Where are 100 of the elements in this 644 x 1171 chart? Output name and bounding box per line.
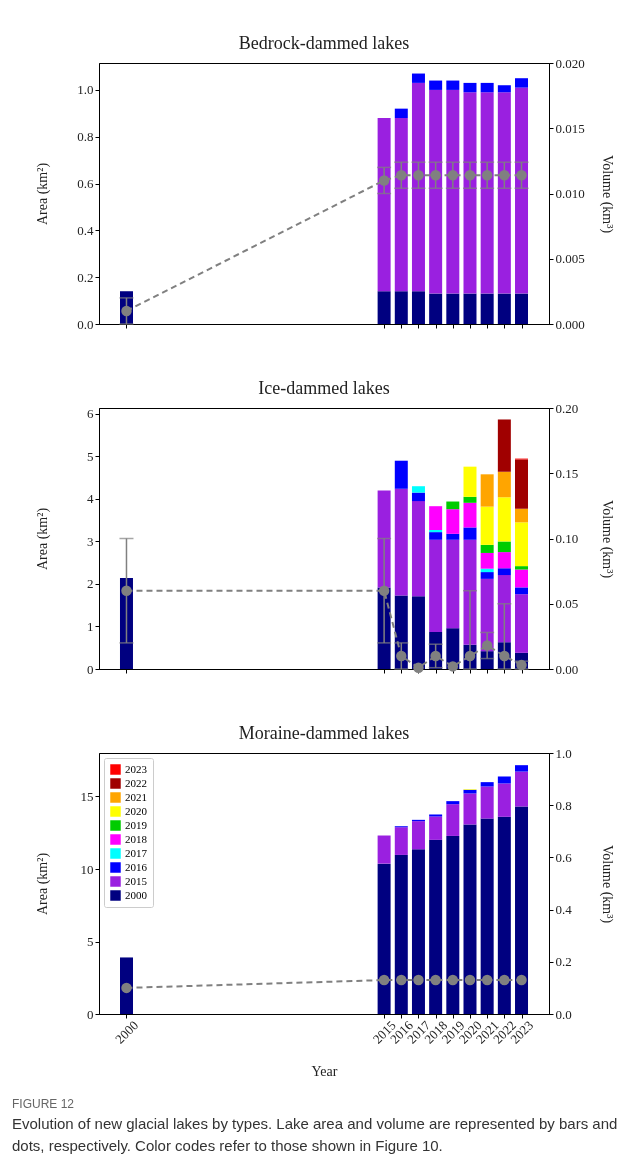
legend-label: 2023 xyxy=(125,762,148,775)
bar xyxy=(411,849,425,1014)
bar xyxy=(480,82,494,93)
y-axis-title: Area (km²) xyxy=(34,162,51,226)
y2-tick-label: 0.00 xyxy=(555,661,579,677)
bar xyxy=(394,108,408,119)
bar xyxy=(429,80,443,90)
bar xyxy=(394,118,408,292)
chart-title: Bedrock-dammed lakes xyxy=(238,33,410,53)
bar xyxy=(497,419,511,472)
y-tick-label: 0 xyxy=(87,1006,94,1022)
bar xyxy=(480,506,494,545)
bar xyxy=(497,568,511,576)
bar xyxy=(480,786,494,819)
bar xyxy=(480,293,494,324)
y-tick-label: 15 xyxy=(80,789,94,804)
bar xyxy=(429,814,443,817)
bar xyxy=(497,783,511,817)
y-tick-label: 3 xyxy=(87,533,94,549)
bar xyxy=(377,863,391,1014)
bar xyxy=(429,839,443,1014)
y2-tick-label: 0.015 xyxy=(555,120,585,136)
y-tick-label: 2 xyxy=(87,576,94,592)
bar xyxy=(480,544,494,553)
bar xyxy=(377,835,391,864)
bar xyxy=(497,471,511,498)
y-tick-label: 6 xyxy=(87,406,94,422)
bar xyxy=(463,502,477,528)
bar xyxy=(429,530,443,533)
y-axis-title: Area (km²) xyxy=(34,852,51,916)
legend-label: 2022 xyxy=(125,776,147,789)
bar xyxy=(394,827,408,855)
chart-title: Ice-dammed lakes xyxy=(258,378,390,398)
bar xyxy=(446,293,460,324)
bar xyxy=(463,82,477,93)
bar xyxy=(411,492,425,502)
y2-axis-title: Volume (km³) xyxy=(598,844,615,924)
legend-label: 2017 xyxy=(125,846,148,859)
y2-tick-label: 0.010 xyxy=(555,186,585,201)
bar xyxy=(463,824,477,1014)
y2-tick-label: 0.6 xyxy=(555,849,573,865)
point xyxy=(447,661,459,672)
y-tick-label: 0.8 xyxy=(77,129,94,145)
bar xyxy=(497,776,511,784)
bar xyxy=(515,459,529,509)
legend-label: 2020 xyxy=(125,804,148,817)
bar xyxy=(429,506,443,530)
bar xyxy=(446,533,460,540)
bar xyxy=(480,572,494,579)
point xyxy=(413,662,424,673)
bar xyxy=(446,804,460,836)
bar xyxy=(515,569,529,588)
y2-tick-label: 0.20 xyxy=(555,400,579,416)
bar xyxy=(394,854,408,1014)
bar xyxy=(429,539,443,633)
bar xyxy=(497,575,511,643)
legend-label: 2018 xyxy=(125,832,148,845)
legend-label: 2021 xyxy=(125,790,147,803)
bar xyxy=(446,89,460,294)
bar xyxy=(429,816,443,840)
bar xyxy=(480,474,494,507)
bar xyxy=(515,765,529,772)
y-tick-label: 0.6 xyxy=(77,176,94,192)
y2-tick-label: 0.005 xyxy=(555,251,585,267)
y-axis-title: Area (km²) xyxy=(34,507,51,571)
bar xyxy=(394,291,408,324)
y2-axis-title: Volume (km³) xyxy=(598,499,615,579)
bar xyxy=(480,92,494,294)
bar xyxy=(463,496,477,503)
bar xyxy=(429,89,443,294)
bar xyxy=(411,291,425,324)
y2-tick-label: 0.05 xyxy=(555,596,579,612)
bar xyxy=(497,552,511,569)
legend-label: 2016 xyxy=(125,860,148,873)
bar xyxy=(446,501,460,510)
bar xyxy=(446,835,460,1014)
bar xyxy=(446,509,460,534)
bar xyxy=(515,594,529,653)
bar xyxy=(411,501,425,597)
bar xyxy=(377,118,391,292)
bar xyxy=(463,527,477,540)
y2-tick-label: 0.10 xyxy=(555,531,579,546)
bar xyxy=(497,85,511,93)
y-tick-label: 1.0 xyxy=(77,82,94,98)
y-tick-label: 0.2 xyxy=(77,269,94,285)
y2-tick-label: 0.020 xyxy=(555,55,585,71)
x-axis-title: Year xyxy=(311,1063,338,1079)
y2-axis-title: Volume (km³) xyxy=(598,154,615,234)
bar xyxy=(497,816,511,1014)
legend-label: 2000 xyxy=(125,888,148,901)
bar xyxy=(377,490,391,588)
bar xyxy=(394,488,408,596)
bar xyxy=(497,293,511,324)
bar xyxy=(515,587,529,595)
bar xyxy=(515,293,529,324)
bar xyxy=(463,466,477,497)
y-tick-label: 5 xyxy=(87,934,94,949)
y2-tick-label: 1.0 xyxy=(555,745,572,761)
bar xyxy=(446,80,460,90)
chart-title: Moraine-dammed lakes xyxy=(238,723,410,743)
